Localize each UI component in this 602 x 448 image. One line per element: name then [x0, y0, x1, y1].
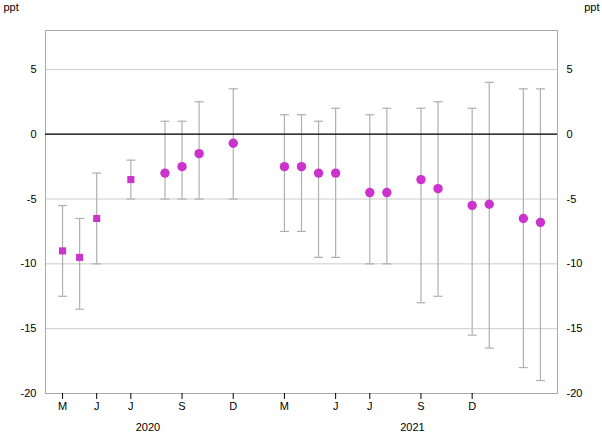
svg-text:J: J — [94, 400, 100, 412]
svg-text:J: J — [128, 400, 134, 412]
svg-text:-20: -20 — [567, 387, 583, 399]
svg-text:-5: -5 — [567, 193, 577, 205]
svg-text:D: D — [229, 400, 237, 412]
svg-text:J: J — [367, 400, 373, 412]
svg-text:-10: -10 — [567, 257, 583, 269]
svg-text:5: 5 — [567, 63, 573, 75]
svg-text:ppt: ppt — [4, 1, 19, 13]
svg-text:-20: -20 — [21, 387, 37, 399]
svg-text:S: S — [178, 400, 185, 412]
svg-text:2021: 2021 — [400, 421, 424, 433]
svg-text:0: 0 — [567, 128, 573, 140]
svg-text:-15: -15 — [21, 322, 37, 334]
svg-text:M: M — [58, 400, 67, 412]
svg-text:S: S — [417, 400, 424, 412]
svg-text:-5: -5 — [27, 193, 37, 205]
svg-text:0: 0 — [30, 128, 36, 140]
svg-text:D: D — [468, 400, 476, 412]
svg-text:2020: 2020 — [136, 421, 160, 433]
svg-text:J: J — [333, 400, 339, 412]
svg-text:-10: -10 — [21, 257, 37, 269]
svg-text:5: 5 — [30, 63, 36, 75]
svg-text:ppt: ppt — [584, 1, 599, 13]
svg-text:M: M — [280, 400, 289, 412]
svg-text:-15: -15 — [567, 322, 583, 334]
